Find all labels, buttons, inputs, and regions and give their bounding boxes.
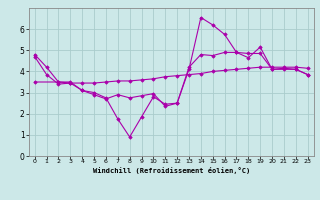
X-axis label: Windchill (Refroidissement éolien,°C): Windchill (Refroidissement éolien,°C): [92, 167, 250, 174]
